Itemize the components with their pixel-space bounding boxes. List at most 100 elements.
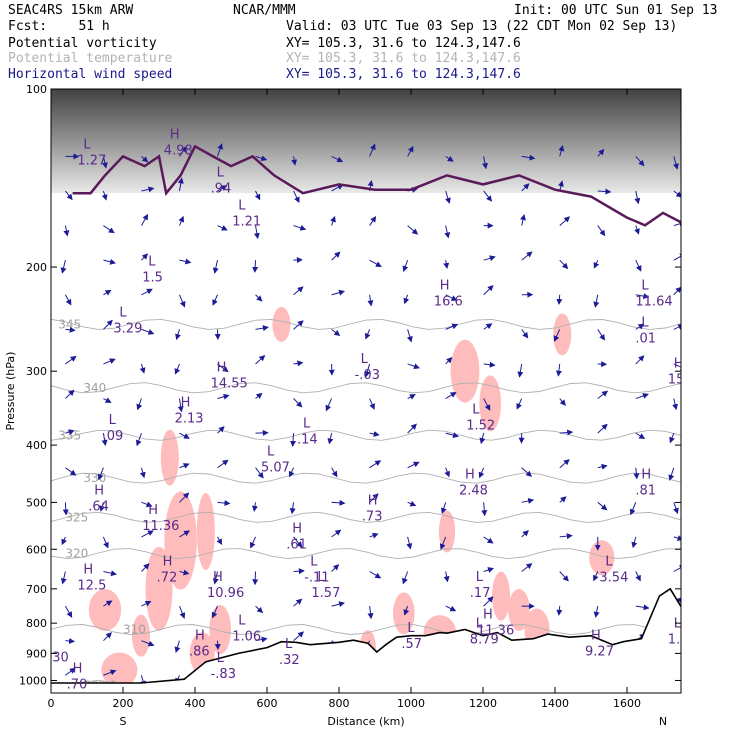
wind-vector <box>444 225 451 239</box>
extremum-type: L <box>641 315 649 330</box>
theta-contour <box>51 548 681 560</box>
wind-vector <box>673 190 681 198</box>
wind-vector <box>64 605 73 618</box>
wind-vector <box>179 432 190 439</box>
wind-vector <box>407 423 417 434</box>
wind-vector <box>63 225 70 237</box>
extremum-value: .61 <box>286 538 307 553</box>
wind-vector <box>369 431 380 437</box>
wind-vector <box>555 363 562 377</box>
extremum-value: 1.57 <box>311 586 340 601</box>
pv-shade <box>272 306 291 342</box>
wind-vector <box>483 536 494 544</box>
wind-vector <box>179 463 190 469</box>
extremum-value: 1.06 <box>232 630 261 645</box>
wind-vector <box>255 392 263 399</box>
wind-vector <box>521 530 529 538</box>
wind-vector <box>403 294 410 305</box>
wind-vector <box>103 570 117 577</box>
extremum-type: H <box>641 468 651 483</box>
wind-vector <box>331 251 341 261</box>
pv-contour-layer <box>72 144 681 227</box>
wind-vector <box>369 571 382 579</box>
wind-vector <box>252 571 259 586</box>
wind-vector <box>673 286 681 296</box>
theta-label: 335 <box>58 428 81 442</box>
extremum-type: L <box>119 305 127 320</box>
wind-vector <box>559 533 573 540</box>
wind-vector <box>673 324 681 330</box>
wind-vector <box>597 501 608 511</box>
wind-vector <box>65 467 77 476</box>
wind-vector <box>559 216 571 226</box>
y-tick-label: 600 <box>26 543 47 556</box>
extremum-value: .09 <box>103 429 124 444</box>
extremum-value: 3.54 <box>599 571 628 586</box>
wind-vector <box>669 432 675 444</box>
extremum-value: 2.48 <box>459 484 488 499</box>
pv-shade <box>132 614 150 657</box>
wind-vector <box>217 185 228 192</box>
extremum-type: L <box>605 555 613 570</box>
wind-vector <box>367 294 374 307</box>
wind-vector <box>177 177 184 192</box>
wind-vector <box>593 294 600 308</box>
terrain-fill <box>51 588 681 693</box>
extremum-type: L <box>310 555 318 570</box>
wind-vector <box>141 530 154 538</box>
extremum-type: H <box>591 629 601 644</box>
extremum-value: 3.29 <box>113 321 142 336</box>
extremum-type: H <box>94 483 104 498</box>
wind-vector <box>369 398 375 410</box>
theta-contour <box>51 624 681 636</box>
wind-vector <box>483 361 496 368</box>
wind-vector <box>635 259 642 272</box>
wind-vector <box>445 155 454 162</box>
wind-vector <box>290 433 297 447</box>
pv-fill-layer <box>51 89 681 688</box>
wind-vector <box>101 433 108 447</box>
wind-vector <box>597 225 606 237</box>
field-xy-theta: XY= 105.3, 31.6 to 124.3,147.6 <box>286 51 521 66</box>
wind-vector <box>141 563 150 572</box>
wind-vector <box>369 532 379 539</box>
extremum-type: H <box>83 562 93 577</box>
wind-vector <box>255 294 263 302</box>
wind-vector <box>439 536 447 550</box>
wind-vector <box>521 498 535 504</box>
wind-vector <box>179 605 186 619</box>
extremum-type: L <box>217 165 225 180</box>
extremum-type: L <box>641 278 649 293</box>
wind-vector <box>64 294 72 306</box>
wind-vector <box>445 432 459 438</box>
wind-vector <box>443 260 450 270</box>
y-tick-label: 500 <box>26 496 47 509</box>
x-tick-label: 800 <box>329 697 350 710</box>
extremum-value: 1.5 <box>668 633 689 648</box>
wind-vector <box>673 253 681 261</box>
extremum-value: .64 <box>88 499 109 514</box>
extremum-type: L <box>148 254 156 269</box>
extremum-value: .14 <box>297 432 318 447</box>
wind-vector <box>364 329 371 340</box>
wind-vector <box>254 190 261 201</box>
wind-vector <box>559 571 569 582</box>
wind-vector <box>407 363 420 370</box>
extremum-value: 1.52 <box>466 419 495 434</box>
wind-vector <box>407 500 417 507</box>
wind-vector <box>444 467 451 478</box>
wind-vector <box>331 467 338 478</box>
extremum-value: .94 <box>211 181 232 196</box>
extremum-type: H <box>181 395 191 410</box>
wind-vector <box>293 536 303 548</box>
wind-vector <box>327 433 334 445</box>
theta-contour <box>51 429 681 441</box>
pv-shade <box>553 313 572 356</box>
wind-vector <box>479 433 486 445</box>
extremum-type: L <box>407 621 415 636</box>
wind-vector <box>293 286 304 296</box>
extremum-value: 8.79 <box>470 633 499 648</box>
wind-vector <box>635 323 645 330</box>
wind-vector <box>61 536 67 546</box>
wind-vector <box>325 398 333 412</box>
